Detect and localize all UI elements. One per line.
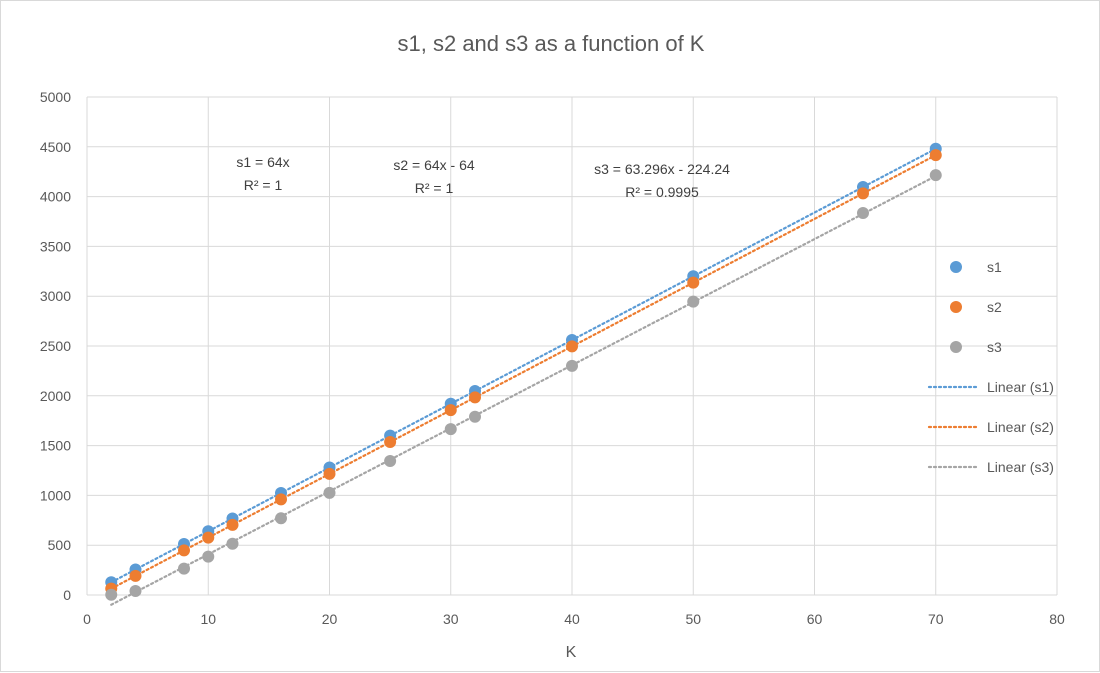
trendline-equations: s1 = 64x R² = 1 s2 = 64x - 64 R² = 1 s3 … [236, 154, 730, 200]
y-tick-label: 1500 [40, 438, 71, 454]
legend-marker-s1 [950, 261, 962, 273]
trendlines [110, 147, 937, 606]
x-axis-title: K [566, 644, 577, 661]
x-tick-label: 40 [564, 611, 580, 627]
x-tick-label: 70 [928, 611, 944, 627]
legend-trend-label-s1: Linear (s1) [987, 379, 1054, 395]
point-s3 [226, 537, 239, 550]
y-tick-label: 4000 [40, 189, 71, 205]
x-tick-label: 80 [1049, 611, 1065, 627]
point-s3 [105, 588, 118, 601]
axis-ticks: 0500100015002000250030003500400045005000… [40, 89, 1065, 627]
y-tick-label: 2000 [40, 388, 71, 404]
y-tick-label: 4500 [40, 139, 71, 155]
y-tick-label: 1000 [40, 487, 71, 503]
point-s3 [566, 359, 578, 372]
point-s2 [384, 436, 397, 449]
s3-equation: s3 = 63.296x - 224.24 [594, 161, 730, 177]
point-s3 [857, 207, 869, 220]
point-s2 [929, 149, 942, 162]
point-s3 [275, 512, 287, 525]
point-s3 [129, 585, 142, 598]
y-tick-label: 2500 [40, 338, 71, 354]
x-tick-label: 20 [322, 611, 338, 627]
s1-equation: s1 = 64x [236, 154, 289, 170]
point-s3 [687, 295, 700, 308]
x-tick-label: 30 [443, 611, 459, 627]
point-s2 [566, 340, 578, 353]
legend-label-s3: s3 [987, 339, 1002, 355]
s1-r-squared: R² = 1 [244, 177, 283, 193]
point-s2 [323, 467, 336, 480]
point-s3 [469, 410, 481, 423]
y-tick-label: 3500 [40, 238, 71, 254]
point-s2 [178, 544, 190, 557]
x-tick-label: 60 [807, 611, 823, 627]
legend-marker-s2 [950, 301, 962, 313]
legend-trend-label-s3: Linear (s3) [987, 459, 1054, 475]
legend-label-s1: s1 [987, 259, 1002, 275]
legend: s1 s2 s3 Linear (s1) Linear (s2) Linear (s3) [927, 259, 1054, 475]
point-s2 [857, 187, 869, 200]
point-s2 [275, 493, 287, 506]
y-tick-label: 3000 [40, 288, 71, 304]
point-s2 [469, 391, 481, 404]
point-s3 [178, 562, 190, 575]
point-s2 [129, 569, 142, 582]
point-s3 [384, 455, 397, 468]
y-tick-label: 500 [48, 537, 72, 553]
x-tick-label: 10 [200, 611, 216, 627]
data-points [105, 142, 942, 601]
point-s3 [323, 486, 336, 499]
point-s3 [444, 423, 457, 436]
point-s2 [687, 276, 700, 289]
x-tick-label: 0 [83, 611, 91, 627]
point-s2 [226, 518, 239, 531]
point-s2 [444, 404, 457, 417]
s2-r-squared: R² = 1 [415, 180, 454, 196]
trendline-s3 [110, 174, 937, 606]
trendline-s1 [110, 147, 937, 584]
s3-r-squared: R² = 0.9995 [625, 184, 699, 200]
trendline-s2 [110, 154, 937, 590]
y-tick-label: 5000 [40, 89, 71, 105]
point-s3 [929, 169, 942, 182]
x-tick-label: 50 [685, 611, 701, 627]
legend-trend-label-s2: Linear (s2) [987, 419, 1054, 435]
s2-equation: s2 = 64x - 64 [393, 157, 475, 173]
point-s3 [202, 550, 215, 563]
legend-marker-s3 [950, 341, 962, 353]
point-s2 [202, 531, 215, 544]
y-tick-label: 0 [63, 587, 71, 603]
legend-label-s2: s2 [987, 299, 1002, 315]
chart-title: s1, s2 and s3 as a function of K [398, 31, 705, 56]
